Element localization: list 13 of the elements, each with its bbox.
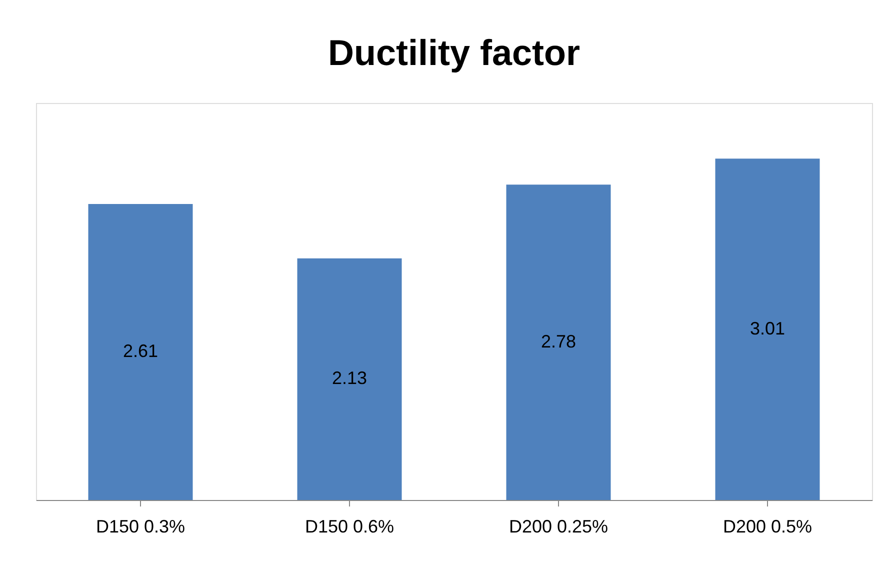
x-tick-label: D200 0.5% — [722, 516, 812, 536]
bar — [506, 184, 611, 500]
bar — [715, 158, 820, 500]
bar — [297, 258, 402, 500]
x-tick-label: D200 0.25% — [508, 516, 608, 536]
data-label: 2.78 — [540, 331, 576, 352]
x-tick-label: D150 0.3% — [96, 516, 186, 536]
chart-title: Ductility factor — [328, 32, 580, 73]
data-label: 2.13 — [332, 368, 368, 388]
bar — [88, 204, 193, 500]
data-label: 2.61 — [122, 340, 158, 361]
data-label: 3.01 — [750, 318, 786, 338]
x-tick-label: D150 0.6% — [304, 516, 394, 536]
